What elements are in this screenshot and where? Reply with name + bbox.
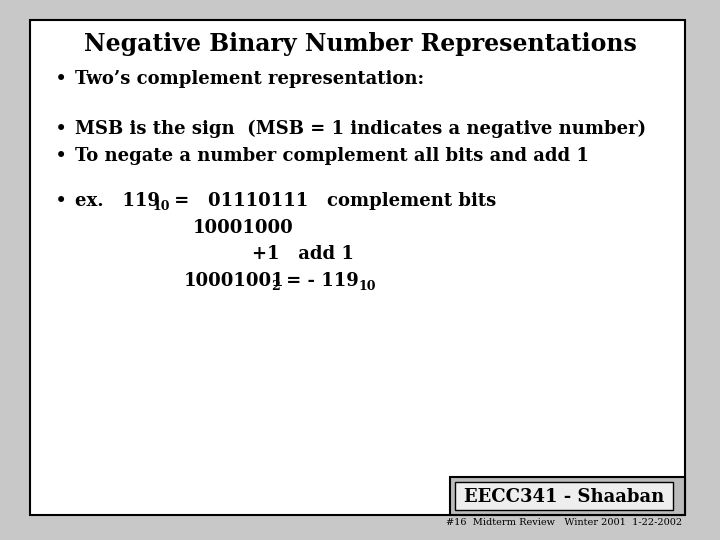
FancyBboxPatch shape	[30, 20, 685, 515]
Text: #16  Midterm Review   Winter 2001  1-22-2002: #16 Midterm Review Winter 2001 1-22-2002	[446, 518, 682, 527]
Text: 10: 10	[152, 200, 169, 213]
FancyBboxPatch shape	[455, 482, 673, 510]
Text: 2: 2	[271, 280, 280, 293]
Text: +1   add 1: +1 add 1	[252, 245, 354, 263]
FancyBboxPatch shape	[450, 477, 685, 515]
Text: MSB is the sign  (MSB = 1 indicates a negative number): MSB is the sign (MSB = 1 indicates a neg…	[75, 120, 646, 138]
Text: EECC341 - Shaaban: EECC341 - Shaaban	[464, 488, 664, 506]
Text: 10001001: 10001001	[184, 272, 284, 290]
Text: •: •	[55, 147, 67, 166]
Text: To negate a number complement all bits and add 1: To negate a number complement all bits a…	[75, 147, 589, 165]
Text: Two’s complement representation:: Two’s complement representation:	[75, 70, 424, 88]
Text: •: •	[55, 120, 67, 139]
Text: 10: 10	[358, 280, 376, 293]
Text: •: •	[55, 70, 67, 89]
Text: •: •	[55, 192, 67, 211]
Text: 10001000: 10001000	[193, 219, 294, 237]
Text: Negative Binary Number Representations: Negative Binary Number Representations	[84, 32, 636, 56]
Text: ex.   119: ex. 119	[75, 192, 160, 210]
Text: = - 119: = - 119	[280, 272, 359, 290]
Text: =   01110111   complement bits: = 01110111 complement bits	[168, 192, 496, 210]
